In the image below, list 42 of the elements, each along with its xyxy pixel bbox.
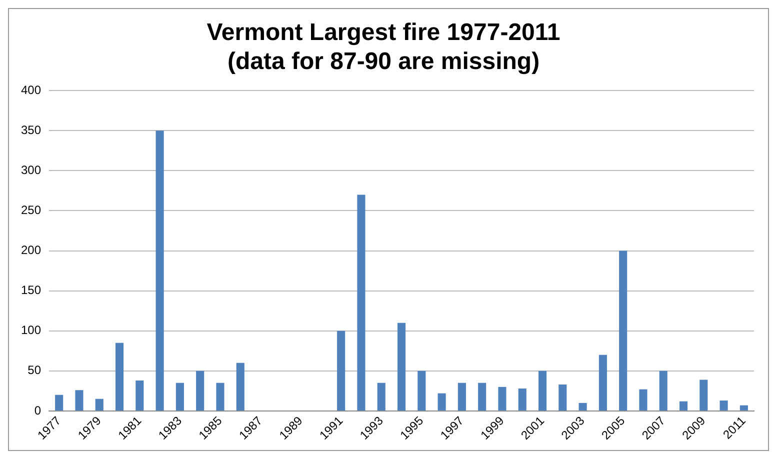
bar (176, 382, 184, 410)
bar (55, 394, 64, 410)
bar (659, 370, 668, 410)
bar (136, 380, 144, 410)
bar (75, 390, 84, 410)
bar (458, 382, 466, 410)
y-tick-label: 100 (20, 323, 42, 338)
bar (156, 130, 164, 410)
bar (357, 194, 366, 410)
bar (578, 402, 587, 410)
bar (216, 382, 224, 410)
bar (740, 405, 748, 410)
bar (700, 380, 708, 410)
bar (498, 386, 506, 410)
bar (720, 400, 728, 410)
bar (95, 398, 104, 410)
y-tick-label: 200 (20, 243, 42, 258)
bar (619, 250, 628, 410)
y-tick-label: 150 (20, 283, 42, 298)
bar (115, 342, 124, 410)
y-tick-label: 400 (20, 82, 42, 97)
bar (438, 393, 446, 410)
bar (558, 384, 567, 410)
bar (397, 322, 406, 410)
bar (377, 382, 386, 410)
y-tick-label: 250 (20, 203, 42, 218)
bar (598, 354, 607, 410)
bar (478, 382, 486, 410)
y-tick-label: 350 (20, 122, 42, 137)
bar (518, 388, 526, 410)
y-tick-label: 0 (34, 403, 42, 418)
text: (data for 87-90 are missing) (227, 48, 540, 75)
bar (679, 401, 688, 410)
y-tick-label: 50 (28, 363, 42, 378)
y-tick-label: 300 (20, 163, 42, 177)
text: Vermont Largest fire 1977-2011 (206, 19, 560, 46)
bar (538, 370, 547, 410)
bar (639, 389, 648, 410)
bar (236, 362, 244, 410)
bar (418, 370, 426, 410)
bar (337, 330, 346, 410)
bar (196, 370, 204, 410)
